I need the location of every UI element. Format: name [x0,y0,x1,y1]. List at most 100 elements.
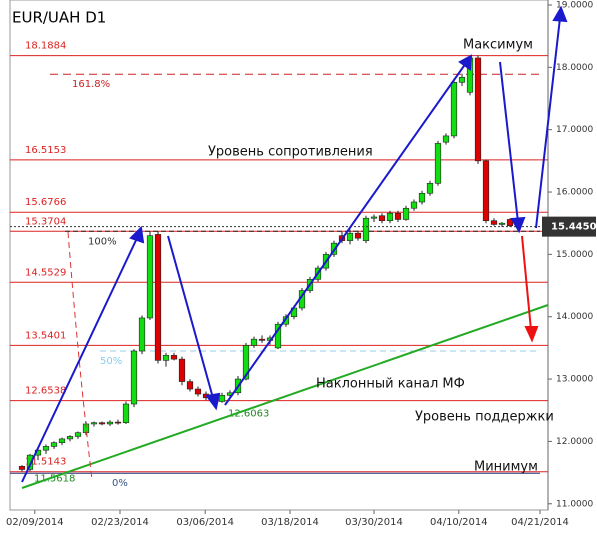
candle-body [362,217,370,241]
fib-label: 100% [88,236,117,247]
candle-body [370,216,378,219]
candle-body [90,422,98,425]
arrow-head [129,225,145,244]
y-tick-label: 18.0000 [556,63,593,73]
candle-body [58,438,66,443]
arrow-head [510,216,526,234]
candle-body [170,355,178,360]
last-price-box [542,216,596,237]
red-arrow [521,235,539,343]
candle-body [194,388,202,395]
candle-body [138,317,146,352]
candle-body [426,183,434,194]
annotation: Уровень поддержки [415,410,554,425]
y-tick-label: 17.0000 [556,125,593,135]
candle-body [482,160,490,222]
candle-body [74,432,82,437]
candle-body [450,81,458,137]
candle-body [506,219,514,226]
candle-body [114,421,122,424]
candle-body [354,232,362,239]
candle-body [186,381,194,390]
candle-body [442,135,450,143]
x-tick-label: 03/06/2014 [176,517,234,528]
x-tick-label: 02/23/2014 [91,517,149,528]
candle-body [162,355,170,361]
candle-body [18,466,26,470]
candle-body [178,358,186,382]
point-label: 12.6063 [228,409,269,420]
candle-body [26,454,34,470]
arrows [21,5,568,483]
y-tick-label: 11.0000 [556,499,593,509]
x-tick-label: 03/30/2014 [345,517,403,528]
level-label: 16.5153 [25,145,66,156]
candle-body [242,345,250,380]
candle-body [410,201,418,209]
candle-body [346,232,354,241]
level-label: 15.6766 [25,197,66,208]
candle-body [122,403,130,424]
dashed-curve [67,231,93,481]
point-label: 11.5618 [34,474,75,485]
chart-title: EUR/UAH D1 [12,9,106,27]
candle-body [130,350,138,405]
y-tick-label: 14.0000 [556,312,593,322]
candle-body [378,215,386,222]
annotation: Уровень сопротивления [208,145,373,160]
candle-body [250,338,258,346]
y-tick-label: 16.0000 [556,188,593,198]
fib-label: 50% [100,356,122,367]
candle-body [66,436,74,440]
arrow [535,17,561,229]
arrow [167,235,214,399]
candle-body [418,192,426,203]
candle-body [274,323,282,349]
y-tick-label: 13.0000 [556,375,593,385]
candle-body [154,234,162,361]
level-label: 18.1884 [25,41,66,52]
arrow-head [458,54,473,71]
arrow-head [552,5,568,23]
candle-body [402,207,410,220]
candle-body [490,220,498,225]
candle-body [386,212,394,222]
arrow-head [524,326,539,343]
x-tick-label: 04/21/2014 [511,517,569,528]
candle-body [106,421,114,425]
candle-body [42,446,50,451]
last-price-label: 15.4450 [551,222,597,233]
x-tick-label: 03/18/2014 [261,517,319,528]
level-label: 13.5401 [25,330,66,341]
candle-body [50,442,58,447]
candle-body [146,235,154,319]
annotation: Максимум [463,38,533,53]
level-label: 14.5529 [25,267,66,278]
candle-body [474,57,482,162]
level-label: 11.5143 [25,457,66,468]
level-label: 15.3704 [25,216,66,227]
candle-body [434,143,442,184]
fib-label: 161.8% [72,79,110,90]
candle-body [98,422,106,425]
fib-label: 0% [112,478,128,489]
x-tick-label: 02/09/2014 [6,517,64,528]
arrow [21,235,139,483]
trend-channel [21,304,549,489]
candle-body [394,212,402,220]
candle-body [218,394,226,402]
y-tick-label: 19.0000 [556,0,593,10]
candle-body [458,77,466,83]
annotation: Минимум [474,460,538,475]
arrow [224,62,467,406]
candle-body [258,338,266,341]
arrow-head [205,392,221,411]
candle-body [498,222,506,225]
arrow [521,235,532,331]
arrow [499,61,519,223]
x-tick-label: 04/10/2014 [430,517,488,528]
y-tick-label: 15.0000 [556,250,593,260]
y-tick-label: 12.0000 [556,437,593,447]
